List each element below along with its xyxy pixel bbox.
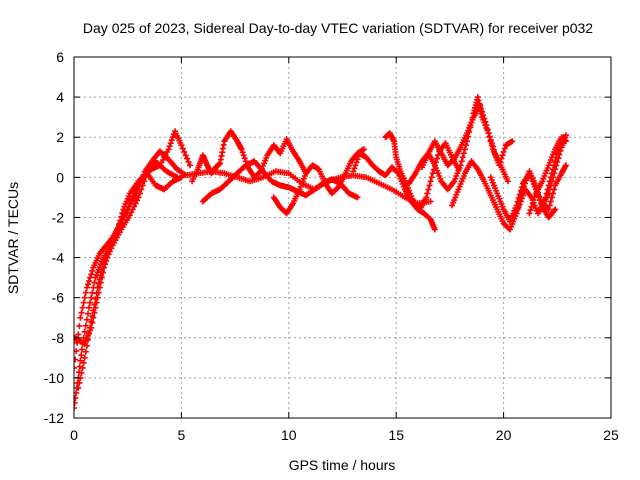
y-tick-label: 6 [56, 49, 64, 65]
x-axis-label: GPS time / hours [289, 457, 396, 473]
y-tick-label: -12 [44, 410, 64, 426]
y-tick-label: -4 [52, 250, 65, 266]
y-tick-label: 2 [56, 129, 64, 145]
series-track-17 [539, 162, 569, 213]
series-track-4 [75, 158, 181, 391]
series-layer [74, 94, 569, 411]
series-track-12 [419, 102, 516, 171]
plot-frame [73, 56, 612, 419]
series-track-7 [270, 146, 367, 217]
x-tick-label: 25 [603, 427, 619, 443]
y-tick-label: -8 [52, 330, 65, 346]
x-tick-label: 0 [70, 427, 78, 443]
chart-title: Day 025 of 2023, Sidereal Day-to-day VTE… [83, 20, 593, 36]
series-group [74, 94, 569, 411]
series-track-1 [74, 128, 193, 411]
y-axis-label: SDTVAR / TECUs [5, 182, 21, 294]
x-tick-label: 15 [388, 427, 404, 443]
series-track-8 [182, 168, 434, 207]
y-tick-label: -2 [52, 209, 65, 225]
x-tick-label: 5 [178, 427, 186, 443]
y-tick-label: 4 [56, 89, 64, 105]
y-tick-label: -10 [44, 370, 64, 386]
grid-layer [74, 57, 611, 418]
series-track-16 [526, 134, 569, 217]
x-tick-label: 20 [496, 427, 512, 443]
x-tick-label: 10 [281, 427, 297, 443]
series-track-15 [509, 134, 567, 221]
y-tick-label: -6 [52, 290, 65, 306]
tick-layer: 0 5 10 15 20 25 -12 -10 -8 -6 -4 -2 0 2 4 6 [44, 49, 619, 443]
y-tick-label: 0 [56, 169, 64, 185]
